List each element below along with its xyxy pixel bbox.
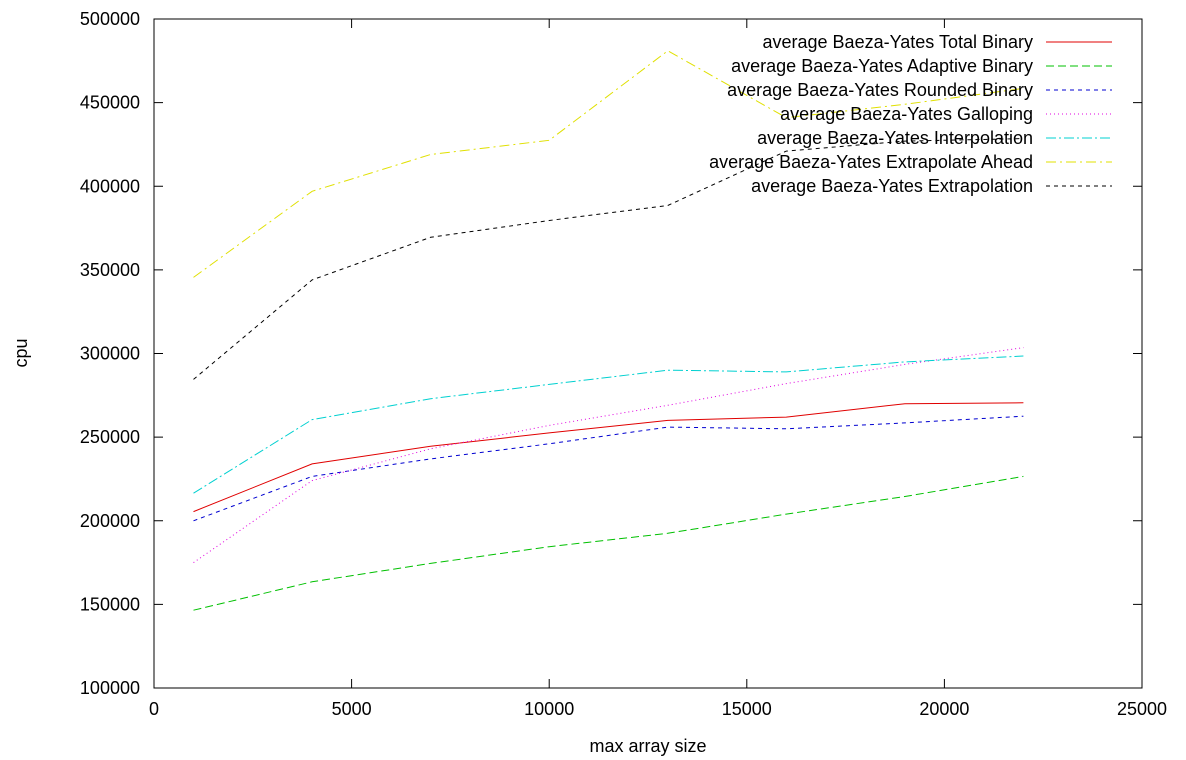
y-tick-label: 500000 [80,9,140,29]
y-tick-label: 100000 [80,678,140,698]
y-tick-label: 300000 [80,344,140,364]
x-tick-label: 0 [149,699,159,719]
x-tick-label: 15000 [722,699,772,719]
series-line-5 [193,355,1024,494]
axis-ticks: 0 5000 10000 15000 20000 25000 100000 150000 200… [80,9,1167,719]
y-tick-label: 250000 [80,427,140,447]
legend-label: average Baeza-Yates Adaptive Binary [731,56,1033,76]
y-tick-label: 200000 [80,511,140,531]
x-tick-label: 5000 [332,699,372,719]
y-axis-label: cpu [11,338,31,367]
legend-label: average Baeza-Yates Galloping [780,104,1033,124]
y-tick-label: 450000 [80,93,140,113]
series-line-1 [193,402,1024,513]
legend-label: average Baeza-Yates Extrapolate Ahead [709,152,1033,172]
legend-label: average Baeza-Yates Rounded Binary [727,80,1033,100]
legend-label: average Baeza-Yates Extrapolation [751,176,1033,196]
series-line-7 [193,138,1024,380]
y-tick-label: 150000 [80,594,140,614]
legend: average Baeza-Yates Total Binary average … [709,32,1112,196]
x-tick-label: 10000 [524,699,574,719]
y-tick-label: 350000 [80,260,140,280]
series-line-2 [193,475,1024,611]
series-line-3 [193,415,1024,522]
y-tick-label: 400000 [80,176,140,196]
x-tick-label: 25000 [1117,699,1167,719]
legend-label: average Baeza-Yates Interpolation [757,128,1033,148]
x-axis-label: max array size [589,736,706,756]
series-line-4 [193,347,1024,564]
legend-label: average Baeza-Yates Total Binary [763,32,1034,52]
series-line-6 [193,50,1024,278]
x-tick-label: 20000 [919,699,969,719]
series-layer [193,50,1024,611]
